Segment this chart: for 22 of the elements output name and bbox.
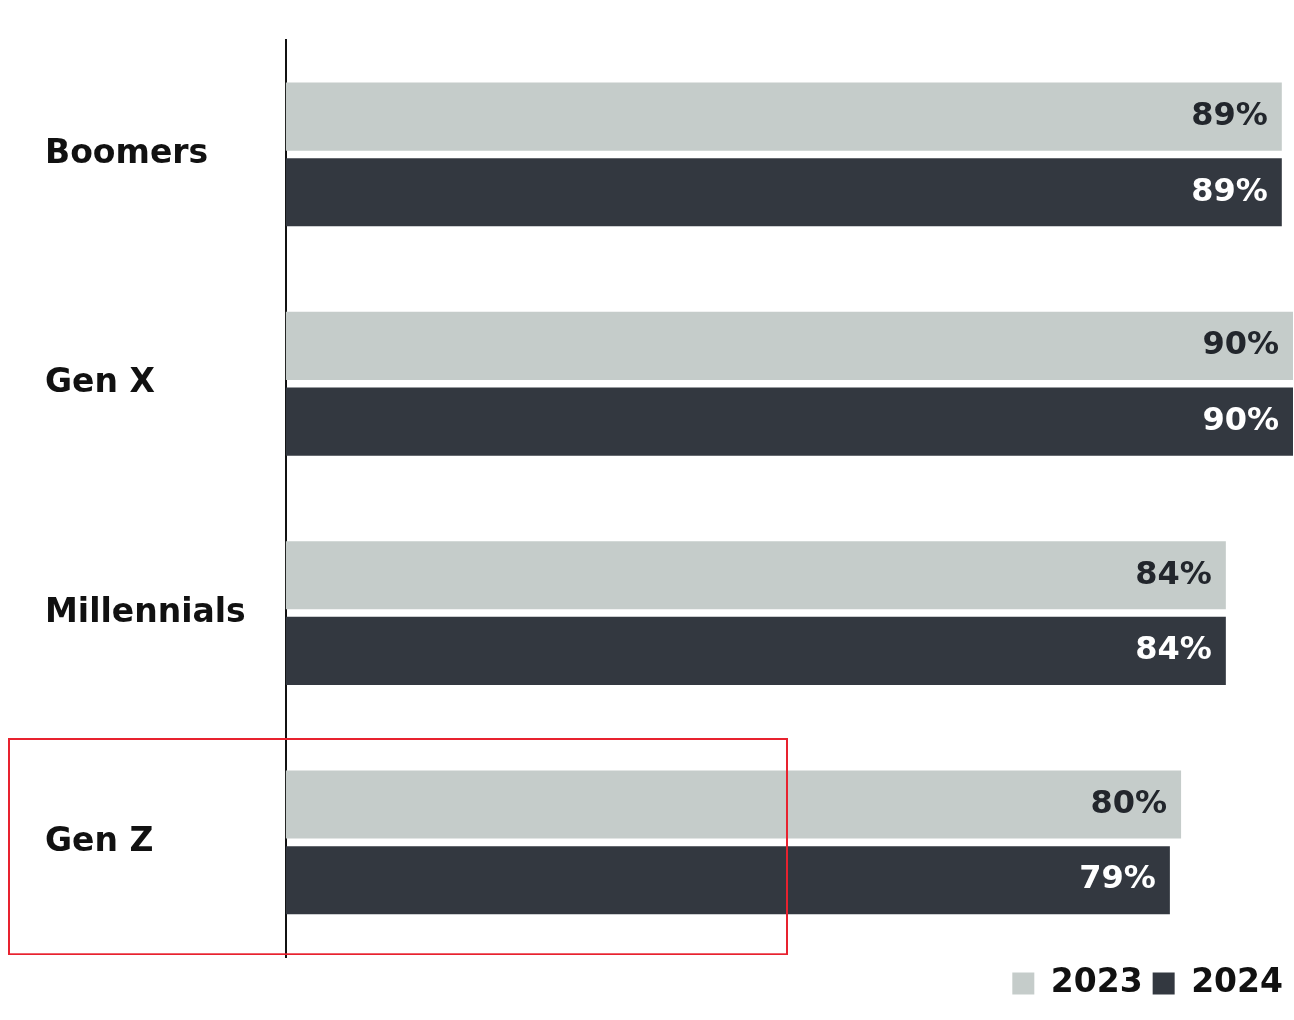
bar [285,158,1282,227]
data-label: 89% [1191,94,1268,133]
legend-label: 2024 [1191,961,1284,1001]
bar [285,387,1293,456]
data-label: 80% [1090,782,1168,821]
data-label: 84% [1135,629,1212,668]
bar [285,311,1293,380]
data-label: 79% [1079,858,1156,897]
legend-label: 2023 [1050,961,1143,1001]
y-tick-label: Boomers [45,132,209,172]
y-tick-label: Gen X [45,361,155,401]
bar [285,82,1282,151]
data-label: 84% [1135,553,1212,592]
bar [285,770,1182,839]
bar [285,541,1226,610]
bar [285,846,1170,915]
y-tick-label: Millennials [45,590,246,630]
y-tick-label: Gen Z [45,819,154,859]
data-label: 90% [1202,399,1279,438]
bar [285,616,1226,685]
data-label: 89% [1191,170,1268,209]
data-label: 90% [1202,324,1279,363]
